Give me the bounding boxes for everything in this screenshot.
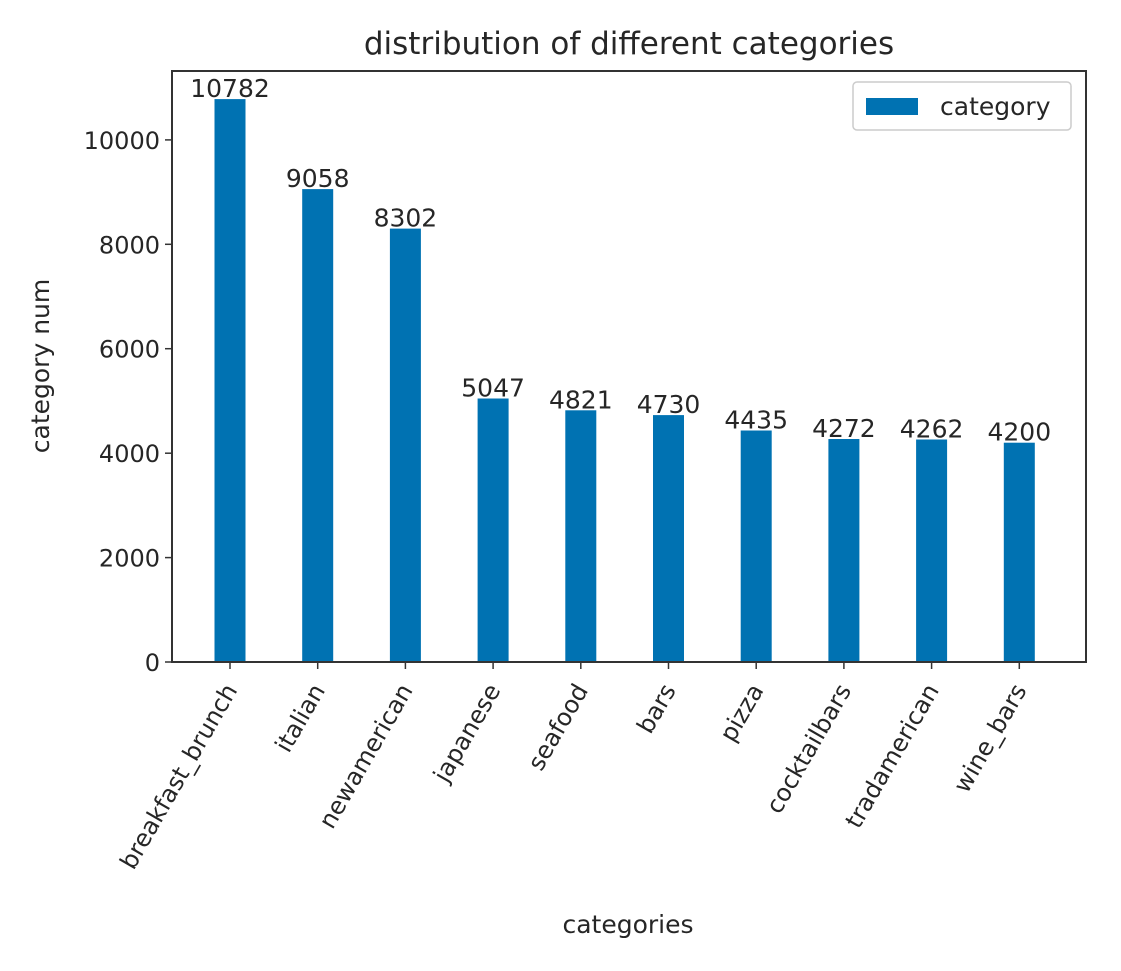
data-label-newamerican: 8302 xyxy=(374,204,438,233)
bar-cocktailbars xyxy=(828,439,860,662)
y-tick-label: 6000 xyxy=(99,336,160,364)
bar-wine_bars xyxy=(1003,442,1035,662)
x-tick-label-japanese: japanese xyxy=(427,679,506,788)
y-axis-label: category num xyxy=(26,279,55,453)
x-tick-label-italian: italian xyxy=(270,679,331,757)
bar-newamerican xyxy=(389,228,421,662)
y-tick-label: 8000 xyxy=(99,231,160,259)
bar-japanese xyxy=(477,398,509,662)
data-label-seafood: 4821 xyxy=(549,385,613,414)
data-label-breakfast_brunch: 10782 xyxy=(190,74,270,103)
bar-italian xyxy=(302,189,334,662)
chart-title: distribution of different categories xyxy=(364,26,894,62)
data-label-cocktailbars: 4272 xyxy=(812,414,876,443)
data-label-pizza: 4435 xyxy=(724,406,788,435)
x-tick-label-breakfast_brunch: breakfast_brunch xyxy=(114,679,243,874)
x-tick-label-cocktailbars: cocktailbars xyxy=(760,679,857,818)
bar-pizza xyxy=(740,430,772,662)
x-axis-label: categories xyxy=(562,910,693,939)
legend-frame xyxy=(852,81,1072,131)
x-tick-label-pizza: pizza xyxy=(714,679,769,747)
y-tick-label: 10000 xyxy=(84,127,160,155)
plot-area-frame xyxy=(171,70,1087,663)
y-axis-ticks: 0 2000 4000 6000 8000 10000 xyxy=(84,127,172,677)
bar-tradamerican xyxy=(916,439,948,662)
bar-breakfast_brunch xyxy=(214,99,246,663)
data-label-italian: 9058 xyxy=(286,164,350,193)
legend-swatch xyxy=(866,98,918,115)
data-label-wine_bars: 4200 xyxy=(987,418,1051,447)
bar-seafood xyxy=(565,410,597,662)
y-tick-label: 4000 xyxy=(99,440,160,468)
y-tick-label: 2000 xyxy=(99,545,160,573)
x-tick-label-tradamerican: tradamerican xyxy=(840,679,945,833)
y-tick-label: 0 xyxy=(145,649,160,677)
legend-label: category xyxy=(940,92,1051,121)
x-tick-label-bars: bars xyxy=(631,679,681,738)
data-labels-layer: 10782 9058 8302 5047 4821 4730 4435 4272 4262 420… xyxy=(190,74,1051,447)
x-tick-label-seafood: seafood xyxy=(522,679,594,775)
bars-layer xyxy=(214,99,1035,663)
bar-bars xyxy=(653,415,684,662)
data-label-tradamerican: 4262 xyxy=(900,415,964,444)
legend: category xyxy=(852,81,1072,131)
data-label-japanese: 5047 xyxy=(461,374,525,403)
x-tick-label-newamerican: newamerican xyxy=(313,679,418,833)
x-tick-label-wine_bars: wine_bars xyxy=(948,679,1033,797)
data-label-bars: 4730 xyxy=(637,390,701,419)
